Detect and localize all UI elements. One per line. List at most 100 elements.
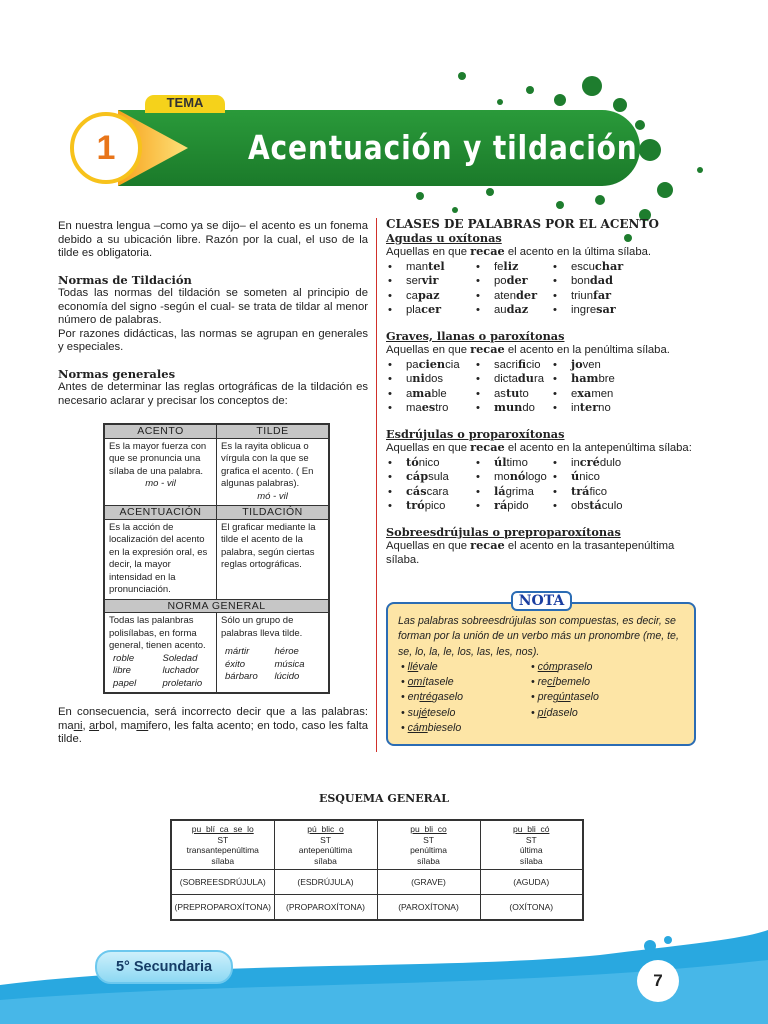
- stressed-syllable: tó: [406, 454, 419, 469]
- dot-decoration: [458, 72, 466, 80]
- nota-text: Las palabras sobreesdrújulas son compues…: [398, 615, 679, 658]
- text: Aquellas en que: [386, 442, 471, 454]
- syllable-split: pu bli co: [410, 824, 447, 834]
- word-item: cáscara: [386, 484, 474, 500]
- word-item: tónico: [386, 454, 474, 471]
- example-word: lúcido: [274, 671, 300, 682]
- word-list: pacienciasacrificiojovenunidosdictadurah…: [386, 356, 696, 416]
- word-item: trópico: [386, 498, 474, 514]
- grade-badge: 5° Secundaria: [95, 950, 233, 984]
- text: el acento en la trasantepenúltima sílaba…: [386, 540, 675, 566]
- stressed-syllable: paz: [417, 287, 440, 302]
- nota-word: pídaselo: [531, 706, 681, 721]
- stressed-syllable: ter: [579, 400, 599, 414]
- group-description: Aquellas en que recae el acento en la tr…: [386, 538, 696, 567]
- left-column: En nuestra lengua –como ya se dijo– el a…: [58, 220, 368, 747]
- stressed-syllable: lá: [494, 483, 506, 498]
- word-item: incrédulo: [551, 454, 651, 471]
- stressed-syllable: mun: [494, 400, 523, 414]
- dot-decoration: [657, 182, 673, 198]
- word-item: ingresar: [551, 302, 651, 318]
- group-description: Aquellas en que recae el acento en la pe…: [386, 342, 696, 358]
- group-heading: Sobreesdrújulas o preproparoxítonas: [386, 524, 621, 539]
- nota-word: entrégaselo: [401, 690, 531, 705]
- class-name: (GRAVE): [376, 869, 481, 895]
- dot-decoration: [526, 86, 534, 94]
- header-tildacion: TILDACIÓN: [216, 505, 330, 520]
- text: el acento en la última sílaba.: [504, 246, 652, 258]
- dot-decoration: [613, 98, 627, 112]
- stressed-syllable: cám: [407, 722, 428, 735]
- example-word: roble: [113, 652, 135, 664]
- stressed-syllable: cí: [547, 676, 556, 689]
- stressed-syllable: ham: [571, 371, 599, 385]
- right-column: CLASES DE PALABRAS POR EL ACENTO Agudas …: [386, 217, 696, 747]
- dot-decoration: [416, 192, 424, 200]
- stressed-syllable: llé: [407, 660, 419, 673]
- header-tilde: TILDE: [216, 423, 330, 439]
- stressed-syllable: cré: [579, 454, 600, 469]
- word-item: lágrima: [474, 483, 551, 500]
- dot-decoration: [497, 99, 503, 105]
- text: recae: [470, 244, 505, 258]
- word-item: audaz: [474, 302, 551, 318]
- word-item: maestro: [386, 400, 474, 416]
- header-acento: ACENTO: [103, 423, 217, 439]
- tildacion-definition: El graficar mediante la tilde el acento …: [216, 518, 330, 600]
- acentuacion-definition: Es la acción de localización del acento …: [103, 518, 217, 600]
- paragraph: Todas las normas del tildación se somete…: [58, 287, 368, 326]
- word-item: mundo: [474, 400, 551, 416]
- stress-marker: ST: [217, 834, 229, 845]
- stressed-syllable: jo: [571, 356, 583, 371]
- page-title: Acentuación y tildación: [248, 128, 638, 167]
- example: mó - vil: [257, 490, 288, 502]
- stressed-syllable: cóm: [537, 660, 558, 673]
- topic-tag: TEMA: [145, 95, 225, 113]
- stressed-syllable: du: [517, 371, 534, 385]
- esquema-syllables: pú blic o ST antepenúltima sílaba: [273, 819, 378, 870]
- accent-classes: Agudas u oxítonas Aquellas en que recae e…: [386, 231, 696, 568]
- stressed-syllable: fi: [517, 356, 527, 371]
- column-divider: [376, 218, 377, 752]
- paragraph: Por razones didácticas, las normas se ag…: [58, 327, 368, 354]
- word-item: sacrificio: [474, 356, 551, 373]
- nota-word-list: llévalecómpraseloomítaselerecíbemeloentr…: [398, 660, 684, 736]
- nota-section: NOTA Las palabras sobreesdrújulas son co…: [386, 591, 696, 747]
- stressed-syllable: tré: [419, 691, 432, 704]
- esquema-title: ESQUEMA GENERAL: [318, 792, 450, 805]
- esquema-syllables: pu blí ca se lo ST transantepenúltima sílab…: [170, 819, 275, 870]
- stressed-syllable: tel: [427, 258, 445, 273]
- concepts-table: ACENTO TILDE Es la mayor fuerza con que s…: [103, 423, 330, 694]
- word-item: dictadura: [474, 371, 551, 387]
- stressed-syllable: tá: [589, 498, 602, 512]
- word-item: único: [551, 469, 651, 485]
- stress-marker: ST: [320, 834, 331, 845]
- position-label: última: [519, 845, 543, 855]
- dot-decoration: [624, 234, 632, 242]
- nota-word: omítasele: [401, 675, 531, 690]
- word-item: atender: [474, 288, 551, 304]
- header-acentuacion: ACENTUACIÓN: [103, 505, 217, 520]
- dot-decoration: [697, 167, 703, 173]
- conclusion-paragraph: En consecuencia, será incorrecto decir q…: [58, 706, 369, 745]
- word-item: placer: [386, 302, 474, 318]
- text: recae: [470, 342, 505, 356]
- position-label: antepenúltima: [298, 845, 353, 855]
- example: mo - vil: [145, 478, 176, 489]
- example-word: proletario: [162, 677, 203, 689]
- group-heading: Esdrújulas o proparoxítonas: [386, 426, 565, 441]
- word-item: interno: [551, 400, 651, 416]
- nota-word: pregúntaselo: [531, 690, 681, 705]
- word-item: monólogo: [474, 469, 551, 485]
- class-name: (SOBREESDRÚJULA): [170, 869, 275, 895]
- class-alt-name: (PREPROPAROXÍTONA): [170, 894, 275, 920]
- word-item: hambre: [551, 371, 651, 387]
- dot-decoration: [554, 94, 566, 106]
- example-word: música: [274, 658, 305, 670]
- word-item: astuto: [474, 385, 551, 402]
- esquema-syllables: pu bli có ST última sílaba: [479, 819, 584, 870]
- stressed-syllable: daz: [506, 302, 529, 316]
- stressed-syllable: tu: [505, 385, 520, 400]
- stress-marker: ST: [423, 834, 434, 845]
- stressed-syllable: cien: [418, 356, 446, 371]
